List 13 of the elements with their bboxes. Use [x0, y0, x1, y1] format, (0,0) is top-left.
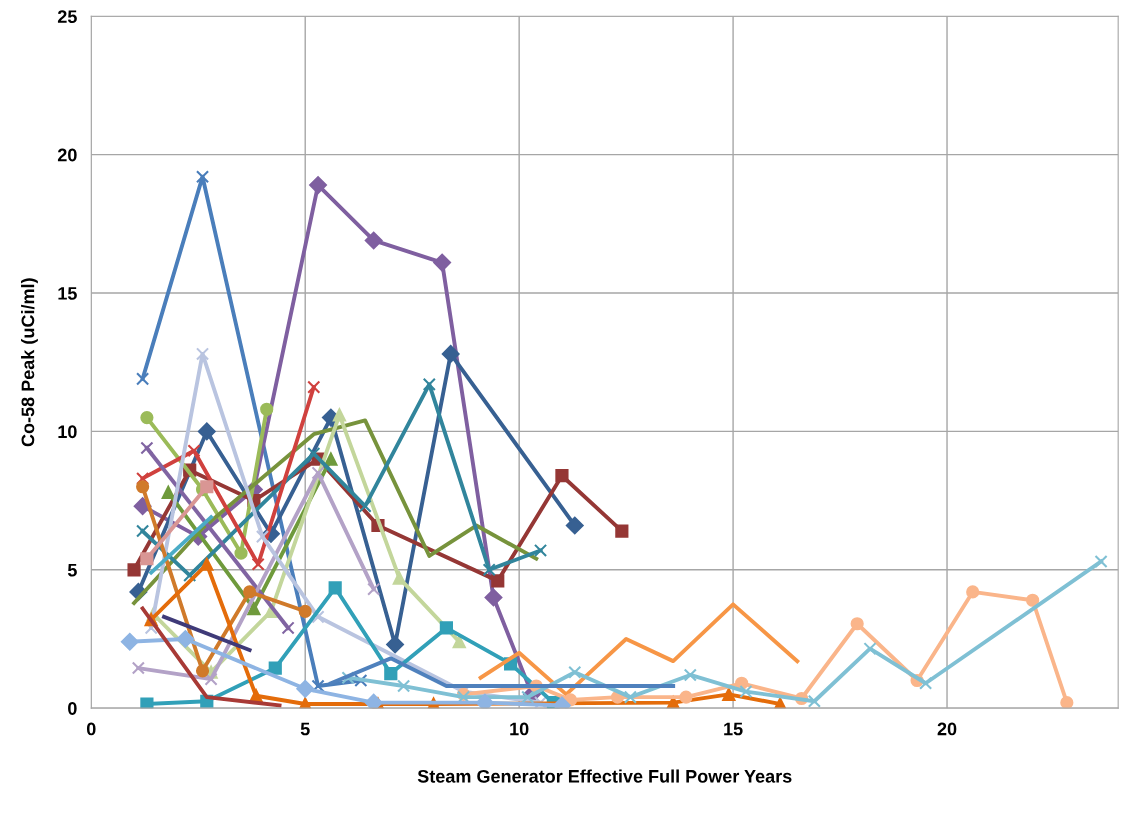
- y-tick-label: 0: [68, 702, 77, 715]
- x-tick-label: 0: [86, 722, 96, 736]
- y-tick-label: 10: [58, 425, 77, 439]
- x-axis-title: Steam Generator Effective Full Power Years: [417, 769, 792, 783]
- x-tick-label: 5: [300, 722, 310, 736]
- y-axis-title: Co-58 Peak (uCi/ml): [21, 278, 38, 447]
- y-tick-label: 15: [58, 287, 77, 300]
- x-tick-label: 15: [724, 722, 743, 736]
- x-tick-label: 20: [937, 722, 957, 736]
- y-tick-label: 20: [57, 148, 77, 162]
- y-tick-label: 5: [67, 563, 77, 577]
- x-tick-label: 10: [510, 722, 529, 736]
- y-tick-label: 25: [57, 10, 77, 23]
